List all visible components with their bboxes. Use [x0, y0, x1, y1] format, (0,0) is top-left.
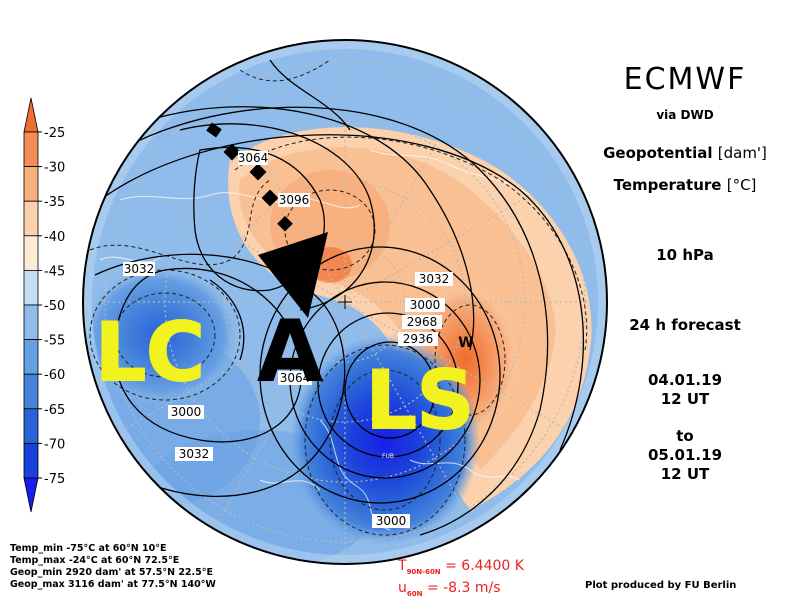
colorbar: -25 -30 -35 -40 -45 -50 -55 -60 -65 -70 -75: [23, 97, 65, 513]
pole-marker: [338, 295, 352, 309]
contour-label-group: 3064 3096 3032 3032 3000 2968 2936 3064 …: [123, 151, 453, 528]
contour-label: 3000: [405, 298, 445, 312]
svg-text:2936: 2936: [403, 332, 434, 346]
svg-text:3032: 3032: [419, 272, 450, 286]
to-label: to: [676, 427, 694, 445]
temp-min: Temp_min -75°C at 60°N 10°E: [10, 543, 167, 554]
svg-text:3064: 3064: [238, 151, 269, 165]
svg-text:3064: 3064: [280, 371, 311, 385]
colorbar-tick-label: -65: [44, 403, 65, 418]
contour-label: 3064: [278, 371, 312, 385]
wind-index: u60N = -8.3 m/s: [398, 580, 524, 602]
forecast-lead: 24 h forecast: [629, 316, 741, 334]
svg-text:3032: 3032: [124, 262, 155, 276]
ls-label: LS: [366, 354, 475, 447]
colorbar-swatch: [23, 269, 39, 306]
colorbar-tick-label: -35: [44, 195, 65, 210]
colorbar-swatch: [23, 235, 39, 271]
colorbar-swatch: [23, 166, 39, 202]
contour-label: 3000: [372, 514, 410, 528]
svg-text:3000: 3000: [376, 514, 407, 528]
contour-label: 3096: [278, 193, 310, 207]
colorbar-swatch: [23, 408, 39, 444]
colorbar-swatch: [23, 200, 39, 237]
to-date: 05.01.19: [647, 446, 723, 464]
colorbar-top-arrow: [23, 97, 39, 133]
colorbar-bottom-arrow: [23, 477, 39, 513]
t-sub: 90N-60N: [406, 567, 441, 576]
field-geopotential: Geopotential [dam']: [590, 144, 780, 162]
colorbar-tick-label: -40: [44, 230, 65, 245]
colorbar-tick-label: -60: [44, 368, 65, 383]
contour-label: 3032: [415, 272, 453, 286]
from-date: 04.01.19: [647, 371, 723, 389]
svg-text:3000: 3000: [410, 298, 441, 312]
field-temperature: Temperature [°C]: [590, 176, 780, 194]
u-sub: 60N: [406, 589, 423, 598]
svg-text:2968: 2968: [407, 315, 438, 329]
warm-center-label: W: [458, 335, 473, 351]
contour-label: 3032: [175, 447, 213, 461]
map-boundary: [82, 39, 608, 565]
model-name: ECMWF: [623, 62, 747, 97]
temperature-shading: [83, 40, 607, 564]
field-geopotential-unit: [dam']: [717, 144, 767, 162]
temp-max: Temp_max -24°C at 60°N 72.5°E: [10, 555, 180, 566]
field-geopotential-name: Geopotential: [603, 144, 713, 162]
t-symbol: T: [398, 558, 407, 574]
u-value: = -8.3 m/s: [426, 579, 501, 596]
colorbar-tick-label: -50: [44, 299, 65, 314]
contour-label: 2968: [402, 315, 442, 329]
temp-index: T90N-60N = 6.4400 K: [398, 558, 524, 580]
svg-text:3000: 3000: [171, 405, 202, 419]
valid-to: 05.01.19 12 UT: [590, 446, 780, 484]
colorbar-swatch: [23, 131, 39, 167]
u-symbol: u: [398, 579, 407, 596]
colorbar-swatch: [23, 304, 39, 340]
colorbar-tick-label: -55: [44, 334, 65, 349]
svg-text:3032: 3032: [179, 447, 210, 461]
coastlines: [99, 149, 531, 531]
lc-label: LC: [95, 306, 205, 399]
to-time: 12 UT: [660, 465, 710, 483]
extremes-stats: Temp_min -75°C at 60°N 10°E Temp_max -24…: [10, 543, 216, 591]
geop-min: Geop_min 2920 dam' at 57.5°N 22.5°E: [10, 567, 214, 578]
trajectory-arrow: [258, 232, 328, 318]
polar-indices: T90N-60N = 6.4400 K u60N = -8.3 m/s: [398, 558, 524, 602]
credit: Plot produced by FU Berlin: [585, 580, 737, 591]
field-temperature-name: Temperature: [613, 176, 722, 194]
colorbar-tick-label: -45: [44, 264, 65, 279]
colorbar-swatch: [23, 442, 39, 479]
geop-max: Geop_max 3116 dam' at 77.5°N 140°W: [10, 579, 216, 590]
field-temperature-unit: [°C]: [726, 176, 757, 194]
contour-label: 2936: [398, 332, 438, 346]
contour-label: 3064: [238, 151, 269, 165]
trajectory-markers: [206, 122, 293, 232]
t-value: = 6.4400 K: [445, 558, 524, 574]
data-source: via DWD: [656, 108, 714, 122]
fub-marker: FUB: [382, 453, 394, 460]
contour-label: 3032: [123, 262, 155, 276]
isotherms: [89, 59, 588, 536]
colorbar-tick-label: -25: [44, 126, 65, 141]
contour-label: 3000: [168, 405, 204, 419]
svg-text:3096: 3096: [279, 193, 310, 207]
valid-from: 04.01.19 12 UT: [590, 371, 780, 409]
from-time: 12 UT: [660, 390, 710, 408]
colorbar-tick-label: -70: [44, 437, 65, 452]
colorbar-swatch: [23, 373, 39, 410]
colorbar-tick-label: -30: [44, 161, 65, 176]
anticyclone-label: A: [257, 302, 324, 402]
pressure-level: 10 hPa: [656, 246, 714, 264]
colorbar-tick-label: -75: [44, 472, 65, 487]
colorbar-swatch: [23, 339, 39, 375]
